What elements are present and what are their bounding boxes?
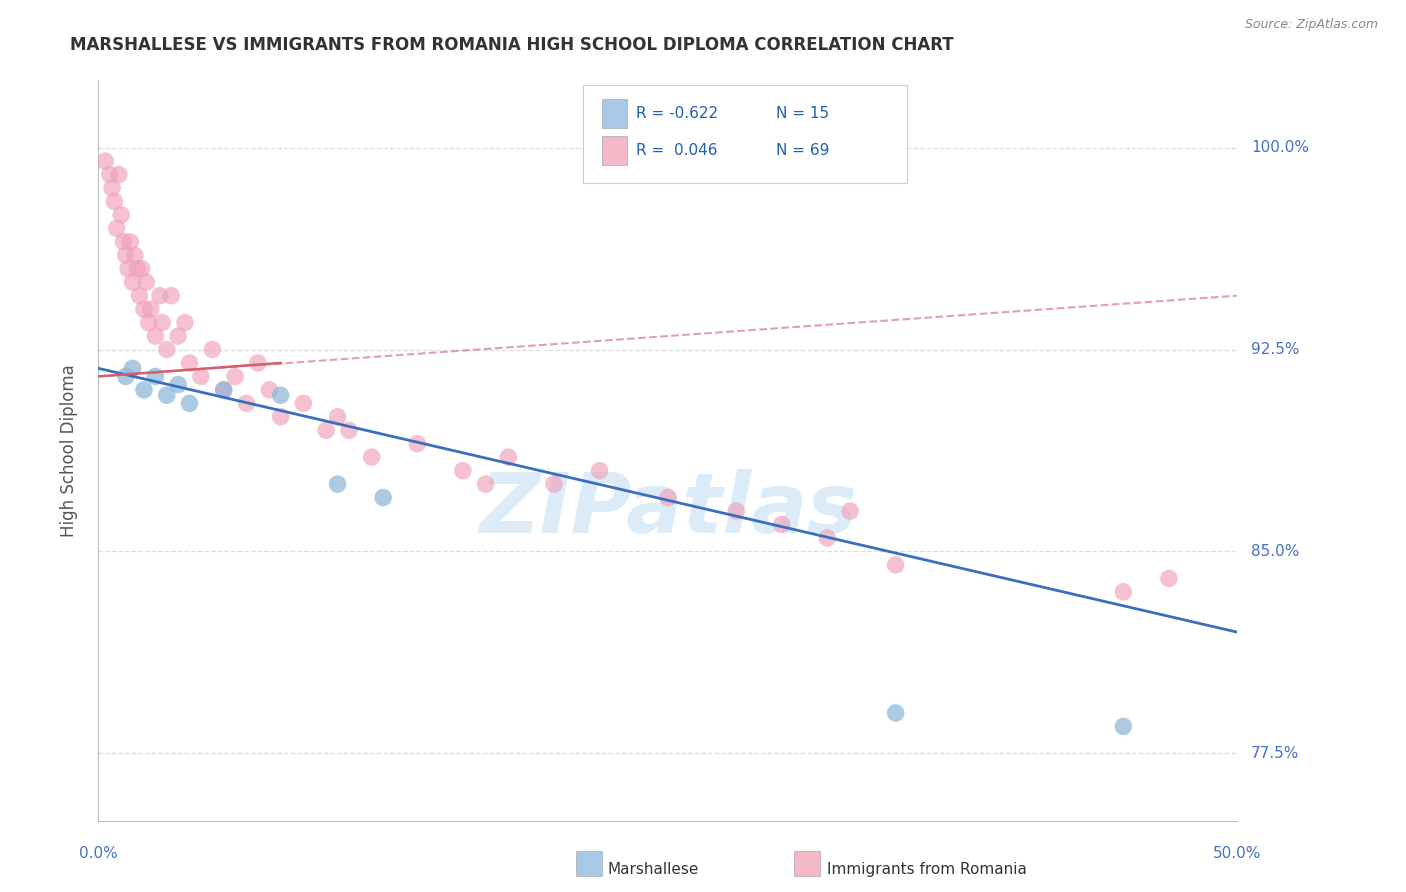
Point xyxy=(292,396,315,410)
Point xyxy=(132,383,155,397)
Point xyxy=(235,396,257,410)
Point xyxy=(103,194,125,209)
Point xyxy=(101,181,124,195)
Point xyxy=(149,288,172,302)
Point xyxy=(121,361,143,376)
Text: 85.0%: 85.0% xyxy=(1251,544,1299,559)
Text: N = 69: N = 69 xyxy=(776,144,830,158)
Point xyxy=(212,383,235,397)
Point xyxy=(259,383,281,397)
Point xyxy=(815,531,838,545)
Point xyxy=(588,464,610,478)
Point xyxy=(135,275,157,289)
Point xyxy=(315,423,337,437)
Text: N = 15: N = 15 xyxy=(776,106,830,120)
Text: MARSHALLESE VS IMMIGRANTS FROM ROMANIA HIGH SCHOOL DIPLOMA CORRELATION CHART: MARSHALLESE VS IMMIGRANTS FROM ROMANIA H… xyxy=(70,36,953,54)
Text: Marshallese: Marshallese xyxy=(607,863,699,877)
Point xyxy=(543,477,565,491)
Point xyxy=(1112,584,1135,599)
Point xyxy=(114,369,136,384)
Point xyxy=(884,558,907,572)
Point xyxy=(212,383,235,397)
Point xyxy=(156,343,179,357)
Y-axis label: High School Diploma: High School Diploma xyxy=(59,364,77,537)
Point xyxy=(224,369,246,384)
Point xyxy=(270,409,292,424)
Point xyxy=(451,464,474,478)
Point xyxy=(270,388,292,402)
Point xyxy=(326,409,349,424)
Point xyxy=(139,302,162,317)
Point xyxy=(150,316,173,330)
Text: 0.0%: 0.0% xyxy=(79,846,118,861)
Point xyxy=(114,248,136,262)
Point xyxy=(131,261,153,276)
Point xyxy=(1112,719,1135,733)
Point xyxy=(138,316,160,330)
Text: R = -0.622: R = -0.622 xyxy=(636,106,717,120)
Text: Immigrants from Romania: Immigrants from Romania xyxy=(827,863,1026,877)
Point xyxy=(174,316,197,330)
Point xyxy=(128,288,150,302)
Point xyxy=(120,235,142,249)
Point xyxy=(127,261,149,276)
Point xyxy=(498,450,520,465)
Point xyxy=(132,302,155,317)
Point xyxy=(156,388,179,402)
Point xyxy=(160,288,183,302)
Point xyxy=(770,517,793,532)
Text: 100.0%: 100.0% xyxy=(1251,140,1309,155)
Point xyxy=(145,369,167,384)
Point xyxy=(360,450,382,465)
Text: 77.5%: 77.5% xyxy=(1251,746,1299,761)
Text: Source: ZipAtlas.com: Source: ZipAtlas.com xyxy=(1244,18,1378,31)
Point xyxy=(179,396,201,410)
Point xyxy=(474,477,496,491)
Point xyxy=(337,423,360,437)
Point xyxy=(884,706,907,720)
Point xyxy=(167,329,190,343)
Point xyxy=(406,436,429,450)
Point xyxy=(94,154,117,169)
Point xyxy=(105,221,128,235)
Point xyxy=(117,261,139,276)
Point xyxy=(108,168,131,182)
Text: R =  0.046: R = 0.046 xyxy=(636,144,717,158)
Point xyxy=(371,491,394,505)
Point xyxy=(145,329,167,343)
Point xyxy=(167,377,190,392)
Point xyxy=(98,168,121,182)
Point xyxy=(124,248,146,262)
Point xyxy=(110,208,132,222)
Text: ZIPatlas: ZIPatlas xyxy=(479,469,856,550)
Point xyxy=(190,369,212,384)
Point xyxy=(179,356,201,370)
Point xyxy=(246,356,269,370)
Point xyxy=(839,504,862,518)
Text: 92.5%: 92.5% xyxy=(1251,342,1299,357)
Point xyxy=(112,235,135,249)
Point xyxy=(121,275,143,289)
Point xyxy=(326,477,349,491)
Point xyxy=(201,343,224,357)
Point xyxy=(725,504,748,518)
Text: 50.0%: 50.0% xyxy=(1213,846,1261,861)
Point xyxy=(657,491,679,505)
Point xyxy=(1157,571,1180,585)
